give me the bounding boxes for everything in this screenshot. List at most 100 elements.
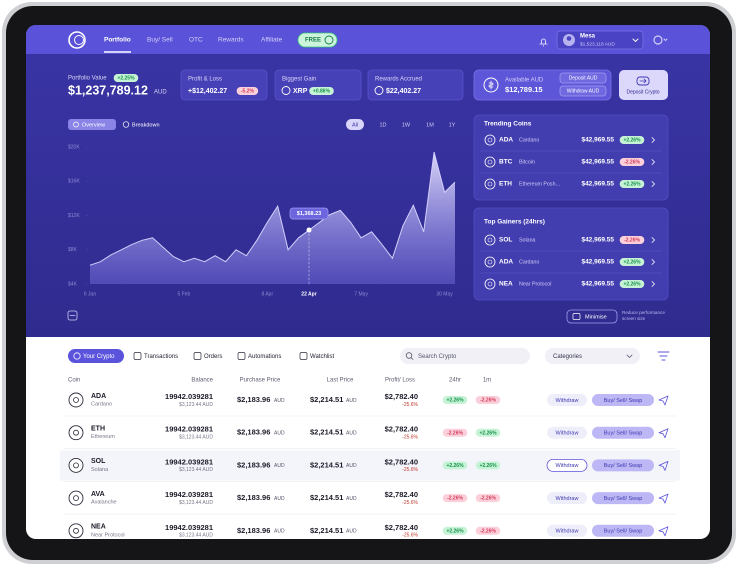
coin-name: Near Protocol <box>91 532 125 538</box>
y-tick-label: $12K <box>68 213 80 219</box>
y-tick-label: $20K <box>68 144 80 150</box>
tab-icon <box>133 352 142 360</box>
logo-inner <box>74 35 84 45</box>
trade-button[interactable] <box>592 492 654 505</box>
range-option[interactable]: 1W <box>402 122 411 128</box>
withdraw-label: Withdraw <box>556 430 579 436</box>
nav-item[interactable]: Affiliate <box>261 37 283 44</box>
profit-pct: -25.6% <box>402 402 418 408</box>
coin-change: +2.26% <box>623 282 641 288</box>
tab-label[interactable]: Orders <box>204 354 222 360</box>
range-option[interactable]: All <box>352 122 358 128</box>
unit: AUD <box>274 496 285 502</box>
change-24h-bg <box>442 428 468 437</box>
purchase-price: $2,183.96 <box>237 395 270 404</box>
change-1m: +2.26% <box>479 463 497 469</box>
tab-active-bg[interactable] <box>68 349 124 363</box>
change-1m: +2.26% <box>479 430 497 436</box>
trade-label: Buy/ Sell/ Swap <box>604 430 643 436</box>
withdraw-button[interactable] <box>547 492 587 505</box>
portfolio-unit: AUD <box>154 90 167 96</box>
coin-icon-inner <box>73 495 79 502</box>
summary-card <box>367 69 464 101</box>
trending-panel <box>473 114 669 201</box>
nav-item[interactable]: Portfolio <box>104 37 131 44</box>
row-chevron <box>651 181 655 187</box>
summary-card <box>180 69 268 101</box>
range-option[interactable]: 1D <box>379 122 386 128</box>
change-24h-bg <box>442 494 468 503</box>
expand-icon[interactable] <box>67 310 78 321</box>
user-chevron <box>632 38 639 42</box>
tab-label[interactable]: Watchlist <box>310 354 334 360</box>
profit: $2,782.40 <box>385 425 418 434</box>
unit: AUD <box>346 431 357 437</box>
coin-symbol: BTC <box>499 159 513 166</box>
coin-icon <box>484 278 496 290</box>
x-tick-label: 8 Apr <box>261 291 273 297</box>
tab-label[interactable]: Your Crypto <box>83 354 115 360</box>
change-1m: -2.26% <box>480 496 496 502</box>
trade-button[interactable] <box>592 524 654 537</box>
coin-icon <box>68 457 84 473</box>
range-active-bg <box>346 119 364 130</box>
tab-label[interactable]: Automations <box>248 354 281 360</box>
overview-tab[interactable] <box>68 119 116 130</box>
area-fill <box>90 152 455 284</box>
nav-item[interactable]: Rewards <box>218 37 244 44</box>
coin-icon <box>68 425 84 441</box>
chart-tab[interactable]: Breakdown <box>132 122 160 128</box>
tab-label[interactable]: Transactions <box>144 354 178 360</box>
portfolio-change: +2.25% <box>117 76 135 82</box>
unit: AUD <box>346 463 357 469</box>
coin-icon-inner <box>487 281 493 287</box>
coin-change: +2.26% <box>623 260 641 266</box>
balance-aud: $3,123.44 AUD <box>179 533 213 539</box>
minimise-button[interactable] <box>566 309 618 324</box>
trade-button[interactable] <box>592 426 654 439</box>
tab-icon <box>299 352 308 360</box>
withdraw-button[interactable] <box>559 85 607 97</box>
coin-icon <box>68 523 84 539</box>
profit-pct: -25.6% <box>402 533 418 539</box>
coin-symbol: NEA <box>91 524 106 531</box>
tab-icon <box>73 352 81 360</box>
y-tick-label: $8K <box>68 247 78 253</box>
search-box[interactable] <box>400 348 530 364</box>
user-box[interactable] <box>556 30 644 50</box>
coin-change-bg <box>619 158 645 166</box>
coin-price: $42,969.55 <box>581 237 614 244</box>
categories-dropdown[interactable] <box>545 348 640 364</box>
avatar-head <box>566 36 572 41</box>
coin-name: Cardano <box>519 137 539 143</box>
withdraw-button[interactable] <box>546 458 588 472</box>
row-chevron <box>651 259 655 265</box>
card-label: Biggest Gain <box>282 77 316 83</box>
coin-name: Near Protocol <box>519 281 551 287</box>
deposit-button[interactable] <box>559 72 607 84</box>
send-icon <box>658 493 669 504</box>
coin-icon <box>68 392 84 408</box>
unit: AUD <box>274 398 285 404</box>
nav-item[interactable]: OTC <box>189 37 203 44</box>
coin-price: $42,969.55 <box>581 281 614 288</box>
trade-button[interactable] <box>592 394 654 406</box>
card-change-bg <box>236 87 259 95</box>
withdraw-button[interactable] <box>547 394 587 406</box>
coin-change-bg <box>619 236 645 244</box>
coin-price: $42,969.55 <box>581 137 614 144</box>
range-option[interactable]: 1Y <box>449 122 456 128</box>
trade-button[interactable] <box>592 459 654 472</box>
card-change-bg <box>309 87 334 95</box>
nav-item[interactable]: Buy/ Sell <box>147 37 173 44</box>
chart-tab[interactable]: Overview <box>82 122 105 128</box>
coin-name: Bitcoin <box>519 159 535 165</box>
withdraw-button[interactable] <box>547 524 587 537</box>
withdraw-label: Withdraw <box>556 529 579 535</box>
change-24h: +2.26% <box>446 463 464 469</box>
free-label: FREE <box>305 38 321 44</box>
portfolio-value: $1,237,789.12 <box>68 83 148 97</box>
withdraw-button[interactable] <box>547 426 587 439</box>
range-option[interactable]: 1M <box>426 122 434 128</box>
